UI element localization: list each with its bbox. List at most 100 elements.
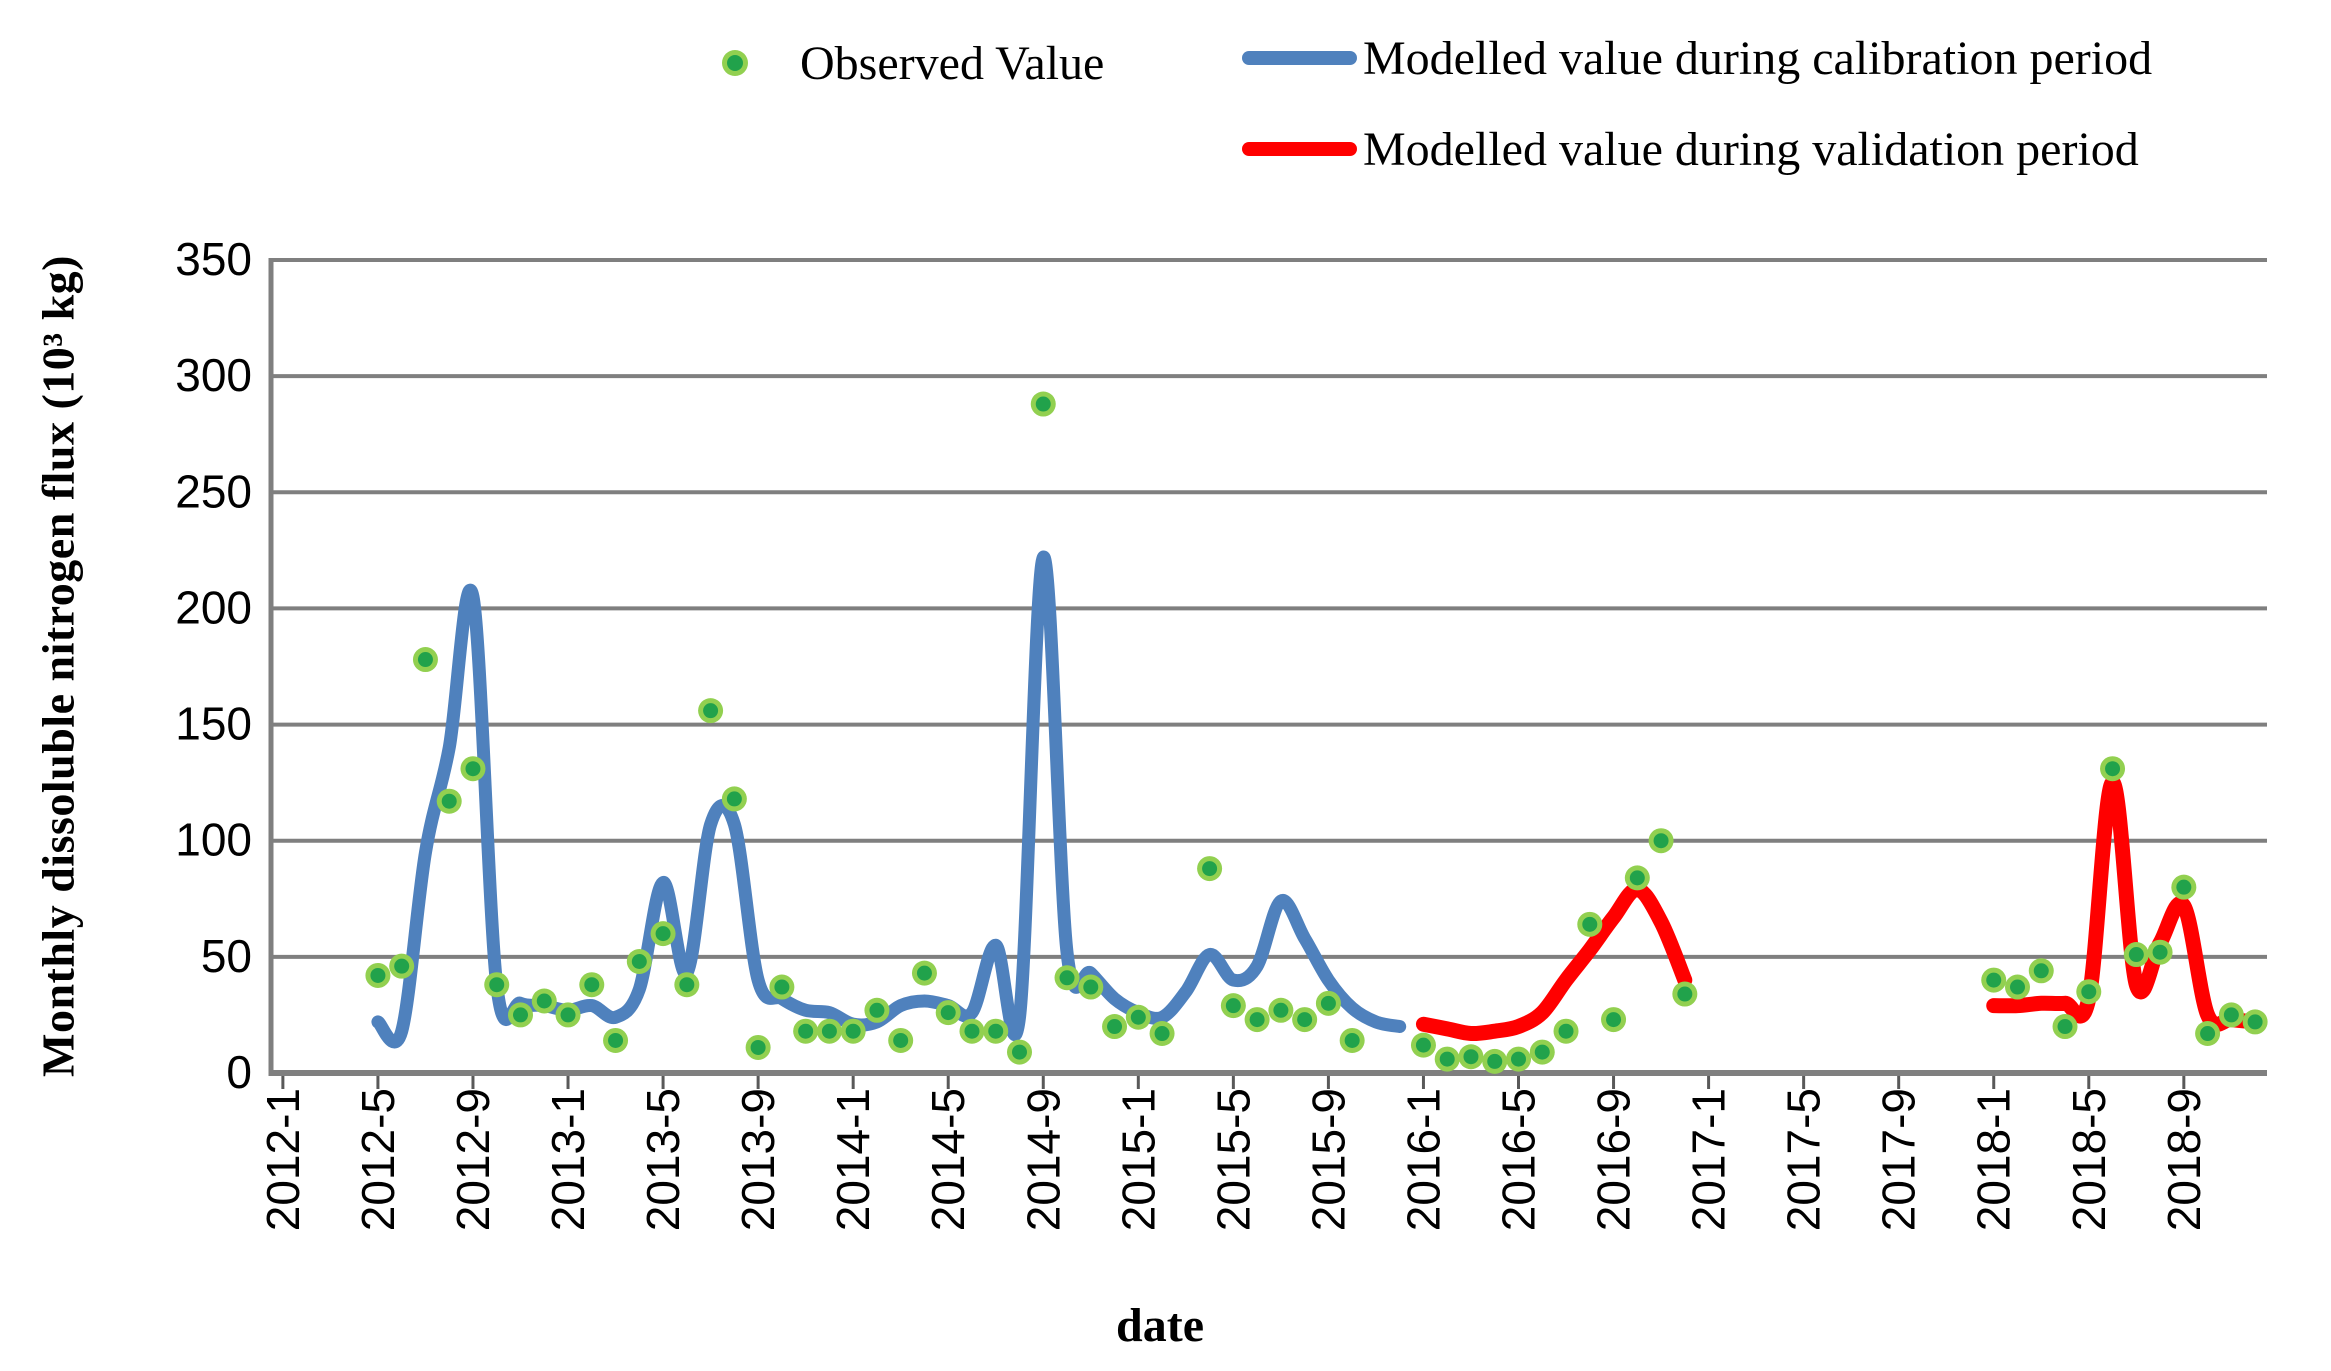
observed-point-core <box>703 703 719 719</box>
x-tick-label: 2017-9 <box>1873 1088 1925 1231</box>
observed-point-core <box>988 1023 1004 1039</box>
observed-point-core <box>2176 879 2192 895</box>
observed-point-core <box>1297 1012 1313 1028</box>
x-tick-label: 2018-1 <box>1968 1088 2020 1231</box>
observed-point-core <box>513 1007 528 1023</box>
x-tick-label: 2012-1 <box>257 1088 309 1231</box>
observed-point-core <box>1320 995 1336 1011</box>
observed-point-core <box>1558 1023 1574 1039</box>
x-tick-label: 2015-1 <box>1112 1088 1164 1231</box>
y-tick-label: 250 <box>175 465 252 517</box>
observed-point-core <box>679 977 695 993</box>
validation-line <box>1415 882 1693 1042</box>
legend-label-calibration: Modelled value during calibration period <box>1363 32 2153 85</box>
observed-point-core <box>916 965 932 981</box>
observed-point-core <box>1606 1012 1622 1028</box>
observed-point-core <box>631 954 647 970</box>
observed-point-core <box>1273 1002 1289 1018</box>
observed-point-core <box>417 652 433 668</box>
x-tick-label: 2016-1 <box>1397 1088 1449 1231</box>
observed-point-core <box>370 967 386 983</box>
y-tick-label: 100 <box>175 814 252 866</box>
observed-point-core <box>1487 1053 1503 1069</box>
observed-point-core <box>1511 1051 1526 1067</box>
observed-point-core <box>774 979 790 995</box>
observed-point-core <box>1629 870 1645 886</box>
observed-point-core <box>1202 861 1218 877</box>
observed-marker-inner <box>727 55 743 71</box>
observed-point-core <box>536 993 552 1009</box>
observed-point-core <box>1130 1009 1146 1025</box>
x-tick-label: 2016-9 <box>1588 1088 1640 1231</box>
x-tick-label: 2013-9 <box>732 1088 784 1231</box>
observed-point-core <box>1463 1049 1479 1065</box>
x-tick-label: 2017-5 <box>1778 1088 1830 1231</box>
observed-point-core <box>1225 998 1241 1014</box>
observed-point-core <box>1653 833 1669 849</box>
observed-point-core <box>1534 1044 1550 1060</box>
observed-point-core <box>940 1005 956 1021</box>
observed-point-core <box>441 793 457 809</box>
x-tick-label: 2012-5 <box>352 1088 404 1231</box>
observed-point-core <box>2223 1007 2239 1023</box>
observed-point-core <box>608 1032 624 1048</box>
y-axis-title: Monthly dissoluble nitrogen flux (10³ kg… <box>32 255 84 1077</box>
observed-point-core <box>1059 970 1075 986</box>
y-tick-label: 50 <box>201 930 252 982</box>
x-axis-title: date <box>1116 1299 1204 1352</box>
observed-point-core <box>2152 944 2168 960</box>
x-tick-label: 2014-1 <box>827 1088 879 1231</box>
y-tick-label: 200 <box>175 581 252 633</box>
observed-point-core <box>1154 1026 1170 1042</box>
observed-point-core <box>1107 1019 1123 1035</box>
validation-line-icon <box>1242 142 1357 156</box>
x-tick-label: 2015-9 <box>1302 1088 1354 1231</box>
observed-point-core <box>655 926 671 942</box>
y-tick-label: 0 <box>226 1046 252 1098</box>
observed-point-core <box>2105 761 2121 777</box>
observed-point-core <box>964 1023 980 1039</box>
observed-point-core <box>2057 1019 2073 1035</box>
observed-point-core <box>1439 1051 1455 1067</box>
legend-label-observed: Observed Value <box>800 37 1105 90</box>
observed-point-core <box>489 977 505 993</box>
observed-point-core <box>1344 1032 1360 1048</box>
x-tick-label: 2018-5 <box>2063 1088 2115 1231</box>
observed-point-core <box>2010 979 2025 995</box>
observed-point-core <box>1083 979 1099 995</box>
x-tick-label: 2012-9 <box>447 1088 499 1231</box>
x-tick-label: 2013-1 <box>542 1088 594 1231</box>
observed-point-core <box>893 1032 909 1048</box>
observed-point-core <box>821 1023 837 1039</box>
observed-point-core <box>845 1023 861 1039</box>
observed-point-core <box>869 1002 885 1018</box>
observed-marker-icon <box>722 50 748 76</box>
observed-point-core <box>2033 963 2049 979</box>
observed-point-core <box>2081 984 2097 1000</box>
observed-point-core <box>465 761 481 777</box>
observed-point-core <box>1415 1037 1431 1053</box>
observed-point-core <box>394 958 410 974</box>
observed-point-core <box>560 1007 576 1023</box>
observed-point-core <box>1986 972 2002 988</box>
observed-point-core <box>2128 947 2144 963</box>
observed-point-core <box>1012 1044 1027 1060</box>
x-tick-label: 2018-9 <box>2158 1088 2210 1231</box>
calibration-line <box>371 550 1407 1049</box>
validation-line <box>1986 775 2263 1032</box>
calibration-line-icon <box>1242 51 1357 65</box>
observed-point-core <box>798 1023 814 1039</box>
legend-label-validation: Modelled value during validation period <box>1363 123 2139 176</box>
observed-point-core <box>750 1039 766 1055</box>
x-tick-label: 2013-5 <box>637 1088 689 1231</box>
x-tick-label: 2017-1 <box>1683 1088 1735 1231</box>
observed-point-core <box>2200 1026 2216 1042</box>
y-tick-label: 150 <box>175 698 252 750</box>
y-tick-label: 350 <box>175 233 252 285</box>
observed-point-core <box>1582 916 1598 932</box>
observed-point-core <box>584 977 600 993</box>
observed-point-core <box>1677 986 1693 1002</box>
observed-point-core <box>2247 1014 2263 1030</box>
